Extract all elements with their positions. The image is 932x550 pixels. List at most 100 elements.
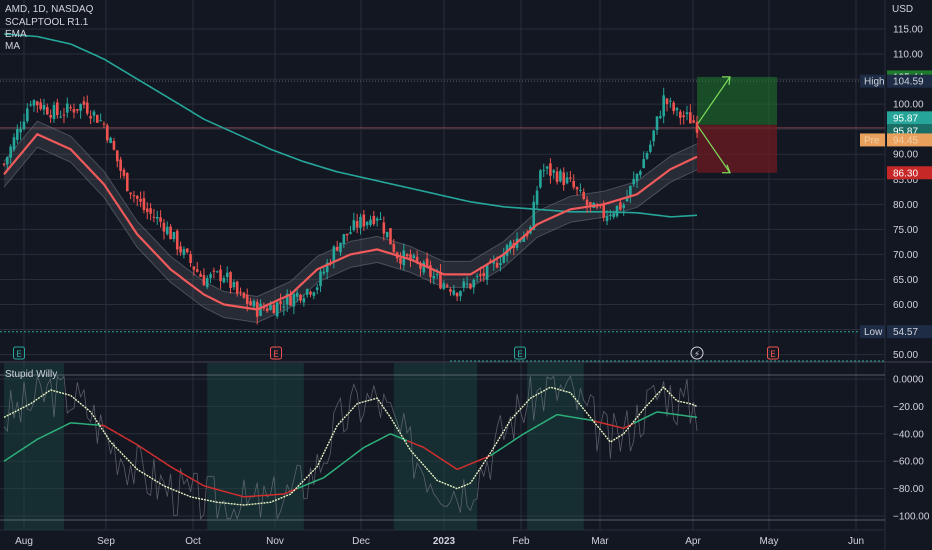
osc-signal-seg-34 bbox=[116, 432, 121, 436]
osc-signal-seg-109 bbox=[366, 443, 371, 447]
candle-body-187 bbox=[625, 197, 629, 202]
indicator-ema[interactable]: EMA bbox=[5, 29, 27, 40]
osc-signal-seg-193 bbox=[646, 414, 651, 418]
osc-signal-seg-185 bbox=[620, 426, 624, 430]
ema-line bbox=[3, 132, 698, 311]
osc-signal-seg-62 bbox=[210, 486, 215, 490]
osc-signal-seg-100 bbox=[336, 464, 341, 469]
osc-signal-seg-113 bbox=[380, 436, 385, 440]
candle-body-48 bbox=[162, 222, 166, 232]
osc-signal-seg-126 bbox=[423, 446, 428, 451]
candle-body-86 bbox=[289, 295, 292, 306]
osc-signal-seg-162 bbox=[543, 419, 548, 423]
candle-body-119 bbox=[399, 257, 402, 264]
tag-stop-value: 86.30 bbox=[893, 168, 918, 179]
candle-body-140 bbox=[469, 283, 472, 289]
osc-signal-seg-149 bbox=[500, 446, 505, 450]
tag-last-a-value: 95.87 bbox=[893, 113, 918, 124]
osc-signal-seg-122 bbox=[410, 441, 415, 445]
osc-signal-seg-147 bbox=[493, 450, 498, 455]
event-box-3 bbox=[690, 346, 704, 360]
candle-body-113 bbox=[379, 218, 382, 220]
candle-body-172 bbox=[575, 187, 579, 190]
candle-body-50 bbox=[169, 226, 172, 240]
candle-body-44 bbox=[149, 208, 152, 214]
osc-signal-seg-125 bbox=[420, 445, 425, 449]
ema-band-lower bbox=[3, 146, 698, 324]
osc-signal-seg-69 bbox=[233, 493, 238, 496]
candle-body-184 bbox=[615, 205, 619, 217]
osc-signal-seg-44 bbox=[150, 452, 155, 457]
price-tick-1: 110.00 bbox=[893, 50, 923, 61]
osc-signal-seg-171 bbox=[573, 416, 578, 419]
candle-body-32 bbox=[109, 137, 112, 144]
osc-signal-seg-37 bbox=[126, 438, 131, 442]
symbol-title[interactable]: AMD, 1D, NASDAQ bbox=[5, 4, 94, 15]
osc-signal-seg-16 bbox=[56, 427, 61, 431]
candle-body-196 bbox=[655, 116, 659, 130]
osc-signal-seg-31 bbox=[106, 426, 111, 431]
osc-tick-3: −60.00 bbox=[893, 457, 924, 468]
sub-pane-title[interactable]: Stupid Willy bbox=[5, 369, 58, 380]
candle-body-69 bbox=[232, 282, 236, 288]
osc-signal-seg-42 bbox=[143, 448, 148, 452]
candle-body-99 bbox=[332, 246, 336, 263]
osc-signal-seg-8 bbox=[30, 440, 35, 445]
osc-signal-seg-168 bbox=[563, 414, 568, 418]
price-tick-7: 80.00 bbox=[893, 200, 918, 211]
candle-body-117 bbox=[392, 243, 396, 253]
osc-signal-seg-33 bbox=[113, 430, 118, 434]
candle-body-176 bbox=[589, 202, 592, 206]
osc-signal-seg-130 bbox=[436, 455, 441, 460]
osc-signal-seg-18 bbox=[63, 423, 68, 427]
candle-body-156 bbox=[522, 236, 526, 242]
event-box-4 bbox=[767, 346, 779, 360]
osc-signal-seg-101 bbox=[340, 461, 345, 466]
candle-body-79 bbox=[265, 308, 269, 312]
price-tick-0: 115.00 bbox=[893, 25, 923, 36]
osc-signal-seg-91 bbox=[306, 482, 311, 486]
osc-signal-seg-191 bbox=[640, 417, 645, 421]
osc-signal-seg-68 bbox=[230, 492, 235, 495]
osc-signal-seg-107 bbox=[360, 446, 365, 451]
candle-body-54 bbox=[182, 249, 186, 255]
indicator-ma[interactable]: MA bbox=[5, 41, 20, 52]
osc-signal-seg-40 bbox=[136, 444, 142, 448]
osc-signal-seg-144 bbox=[483, 456, 488, 460]
candle-body-30 bbox=[102, 123, 106, 125]
candle-body-7 bbox=[26, 108, 29, 122]
candle-body-59 bbox=[199, 273, 202, 277]
osc-signal-seg-169 bbox=[566, 415, 571, 418]
candle-body-53 bbox=[179, 246, 182, 253]
osc-signal-seg-64 bbox=[217, 488, 221, 492]
candle-body-51 bbox=[172, 232, 176, 240]
osc-signal-seg-123 bbox=[413, 442, 418, 446]
osc-signal-seg-117 bbox=[393, 434, 398, 438]
osc-signal-seg-133 bbox=[446, 462, 451, 466]
osc-signal-seg-63 bbox=[213, 487, 218, 491]
osc-signal-seg-89 bbox=[300, 485, 305, 488]
tag-low-bg bbox=[887, 325, 932, 339]
osc-signal-seg-180 bbox=[603, 422, 608, 425]
tag-low-value: 54.57 bbox=[893, 327, 918, 338]
osc-signal-seg-46 bbox=[156, 457, 162, 461]
candle-body-105 bbox=[352, 220, 356, 230]
tag-high-value: 104.59 bbox=[893, 77, 924, 88]
candle-body-10 bbox=[36, 101, 39, 106]
osc-signal-seg-95 bbox=[320, 476, 325, 480]
candle-body-97 bbox=[325, 262, 329, 273]
candle-body-107 bbox=[359, 216, 362, 229]
candle-body-74 bbox=[249, 301, 252, 306]
candle-body-43 bbox=[145, 208, 149, 212]
indicator-scalptool[interactable]: SCALPTOOL R1.1 bbox=[5, 17, 89, 28]
candle-body-127 bbox=[425, 258, 429, 267]
candle-body-47 bbox=[159, 217, 162, 222]
osc-signal-seg-173 bbox=[580, 417, 584, 420]
candle-body-143 bbox=[479, 274, 482, 276]
candle-body-18 bbox=[62, 114, 66, 116]
event-box-2 bbox=[514, 346, 526, 360]
osc-signal-seg-140 bbox=[470, 461, 475, 465]
candle-body-128 bbox=[429, 265, 432, 277]
osc-signal-seg-106 bbox=[356, 449, 361, 454]
candle-body-191 bbox=[639, 171, 642, 176]
